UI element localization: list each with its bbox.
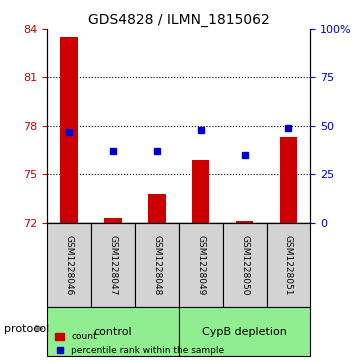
- Title: GDS4828 / ILMN_1815062: GDS4828 / ILMN_1815062: [88, 13, 270, 26]
- Bar: [148, 193, 165, 223]
- Text: GSM1228048: GSM1228048: [152, 235, 161, 295]
- FancyBboxPatch shape: [179, 307, 310, 356]
- Text: CypB depletion: CypB depletion: [202, 327, 287, 337]
- Text: GSM1228051: GSM1228051: [284, 235, 293, 295]
- Text: protocol: protocol: [4, 323, 49, 334]
- FancyBboxPatch shape: [47, 307, 179, 356]
- FancyBboxPatch shape: [135, 223, 179, 307]
- FancyBboxPatch shape: [266, 223, 310, 307]
- FancyBboxPatch shape: [47, 223, 91, 307]
- Text: GSM1228046: GSM1228046: [64, 235, 73, 295]
- Text: GSM1228050: GSM1228050: [240, 235, 249, 295]
- Bar: [236, 221, 253, 223]
- FancyBboxPatch shape: [91, 223, 135, 307]
- Bar: [280, 137, 297, 223]
- Bar: [104, 218, 122, 223]
- Bar: [60, 37, 78, 223]
- Text: GSM1228047: GSM1228047: [108, 235, 117, 295]
- Text: GSM1228049: GSM1228049: [196, 235, 205, 295]
- Bar: [192, 160, 209, 223]
- FancyBboxPatch shape: [223, 223, 266, 307]
- Text: control: control: [93, 327, 132, 337]
- Legend: count, percentile rank within the sample: count, percentile rank within the sample: [52, 329, 228, 359]
- FancyBboxPatch shape: [179, 223, 223, 307]
